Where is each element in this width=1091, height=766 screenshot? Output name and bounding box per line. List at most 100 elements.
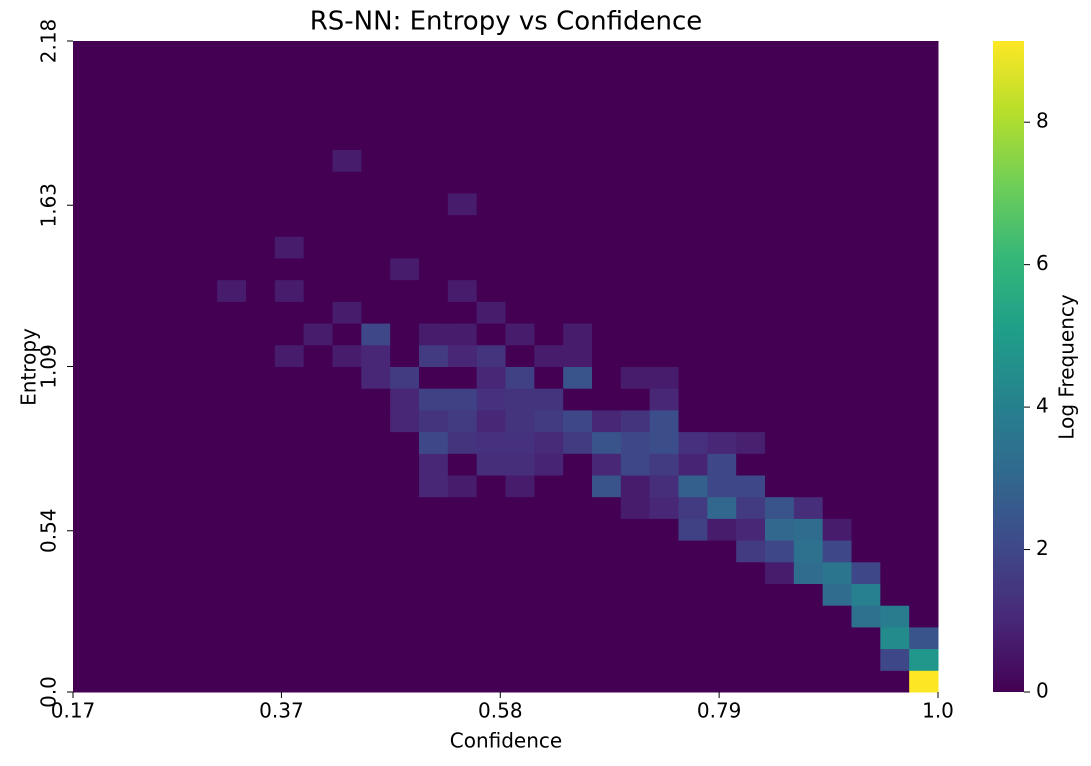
heatmap-cell <box>217 62 247 85</box>
heatmap-cell <box>563 236 593 259</box>
heatmap-cell <box>217 127 247 150</box>
heatmap-cell <box>620 62 651 85</box>
heatmap-cell <box>159 84 189 107</box>
heatmap-cell <box>332 453 362 476</box>
heatmap-cell <box>707 149 737 172</box>
heatmap-cell <box>101 453 132 476</box>
heatmap-cell <box>332 605 362 628</box>
heatmap-cell <box>390 214 420 237</box>
heatmap-cell <box>707 366 737 389</box>
heatmap-cell <box>736 171 766 194</box>
heatmap-cell <box>765 149 795 172</box>
heatmap-cell <box>793 84 824 107</box>
heatmap-cell <box>505 388 535 411</box>
heatmap-cell <box>736 344 766 367</box>
heatmap-cell <box>563 496 593 519</box>
heatmap-cell <box>447 84 478 107</box>
heatmap-cell <box>592 84 622 107</box>
heatmap-cell <box>563 127 593 150</box>
heatmap-cell <box>73 648 103 671</box>
heatmap-cell <box>563 279 593 302</box>
heatmap-cell <box>274 409 305 433</box>
heatmap-cell <box>793 453 824 476</box>
heatmap-cell <box>274 431 305 454</box>
heatmap-cell <box>736 236 766 259</box>
heatmap-cell <box>246 670 276 693</box>
heatmap-cell <box>563 540 593 563</box>
heatmap-cell <box>707 496 737 519</box>
x-tick-label: 0.79 <box>697 699 742 723</box>
heatmap-cell <box>419 475 449 498</box>
heatmap-cell <box>447 475 478 498</box>
heatmap-cell <box>73 344 103 367</box>
heatmap-cell <box>390 301 420 324</box>
heatmap-cell <box>678 540 708 563</box>
heatmap-cell <box>793 648 824 671</box>
heatmap-cell <box>822 106 852 129</box>
heatmap-cell <box>390 366 420 389</box>
heatmap-cell <box>447 192 478 216</box>
heatmap-cell <box>303 106 333 129</box>
heatmap-cell <box>419 518 449 541</box>
heatmap-cell <box>217 626 247 650</box>
heatmap-cell <box>246 583 276 606</box>
heatmap-cell <box>73 388 103 411</box>
heatmap-cell <box>505 84 535 107</box>
heatmap-cell <box>563 409 593 433</box>
heatmap-cell <box>678 344 708 367</box>
heatmap-cell <box>707 192 737 216</box>
heatmap-cell <box>563 431 593 454</box>
heatmap-cell <box>361 214 391 237</box>
heatmap-cell <box>246 258 276 281</box>
colorbar-label: Log Frequency <box>1055 294 1079 440</box>
heatmap-cell <box>390 626 420 650</box>
x-tick-label: 0.58 <box>478 699 523 723</box>
heatmap-cell <box>217 41 247 64</box>
heatmap-cell <box>534 149 564 172</box>
heatmap-cell <box>217 236 247 259</box>
heatmap-cell <box>101 670 132 693</box>
heatmap-cell <box>822 41 852 64</box>
heatmap-cell <box>851 344 881 367</box>
heatmap-cell <box>649 323 679 346</box>
heatmap-cell <box>159 409 189 433</box>
heatmap-cell <box>880 366 910 389</box>
heatmap-cell <box>390 670 420 693</box>
heatmap-cell <box>592 127 622 150</box>
heatmap-cell <box>188 626 218 650</box>
heatmap-cell <box>880 171 910 194</box>
heatmap-cell <box>822 431 852 454</box>
heatmap-cell <box>332 648 362 671</box>
heatmap-cell <box>73 84 103 107</box>
heatmap-cell <box>765 518 795 541</box>
heatmap-cell <box>505 431 535 454</box>
heatmap-cell <box>505 626 535 650</box>
heatmap-cell <box>620 127 651 150</box>
heatmap-cell <box>188 149 218 172</box>
heatmap-cell <box>649 301 679 324</box>
heatmap-cell <box>419 127 449 150</box>
heatmap-cell <box>390 192 420 216</box>
heatmap-cell <box>217 106 247 129</box>
heatmap-cell <box>332 518 362 541</box>
heatmap-cell <box>678 127 708 150</box>
heatmap-cell <box>332 41 362 64</box>
heatmap-cell <box>678 323 708 346</box>
heatmap-cell <box>592 323 622 346</box>
heatmap-cell <box>246 366 276 389</box>
heatmap-cell <box>707 62 737 85</box>
heatmap-cell <box>592 171 622 194</box>
heatmap-cell <box>909 605 939 628</box>
heatmap-cell <box>765 62 795 85</box>
heatmap-cell <box>476 561 506 584</box>
heatmap-cell <box>101 518 132 541</box>
heatmap-cell <box>390 171 420 194</box>
y-tick-label: 2.18 <box>37 19 61 64</box>
heatmap-cell <box>822 561 852 584</box>
heatmap-cell <box>130 518 160 541</box>
heatmap-cell <box>793 127 824 150</box>
heatmap-cell <box>851 496 881 519</box>
heatmap-cell <box>736 496 766 519</box>
heatmap-cell <box>765 496 795 519</box>
heatmap-cell <box>649 583 679 606</box>
